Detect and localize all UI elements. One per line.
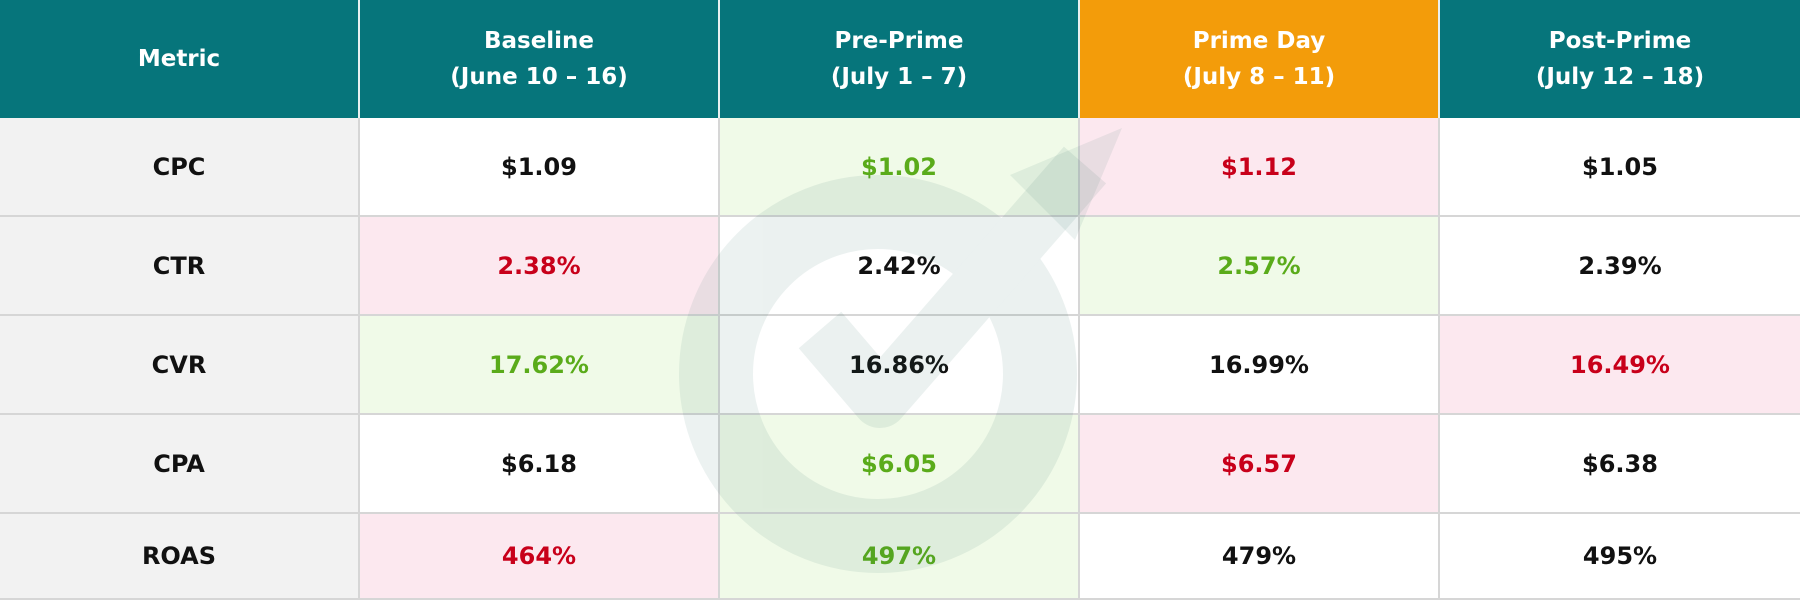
value-cell: $6.18 (360, 415, 720, 514)
value-cell: 16.99% (1080, 316, 1440, 415)
metric-cell: CPA (0, 415, 360, 514)
value-cell: 17.62% (360, 316, 720, 415)
value-cell: 2.38% (360, 217, 720, 316)
value-cell: 497% (720, 514, 1080, 600)
value-cell: $1.09 (360, 118, 720, 217)
metric-cell: CTR (0, 217, 360, 316)
header-cell: Metric (0, 0, 360, 118)
value-cell: 2.39% (1440, 217, 1800, 316)
value-cell: $6.38 (1440, 415, 1800, 514)
header-title: Baseline (483, 28, 595, 54)
header-cell: Pre-Prime (July 1 – 7) (720, 0, 1080, 118)
metric-cell: CPC (0, 118, 360, 217)
value-cell: $6.57 (1080, 415, 1440, 514)
metric-cell: ROAS (0, 514, 360, 600)
value-cell: $1.05 (1440, 118, 1800, 217)
header-title: Pre-Prime (834, 28, 964, 54)
value-cell: 479% (1080, 514, 1440, 600)
value-cell: $1.02 (720, 118, 1080, 217)
header-title: Metric (137, 46, 221, 72)
value-cell: 495% (1440, 514, 1800, 600)
header-title: Prime Day (1192, 28, 1326, 54)
value-cell: 464% (360, 514, 720, 600)
header-dates: (July 12 – 18) (1535, 64, 1705, 90)
value-cell: 2.42% (720, 217, 1080, 316)
value-cell: $6.05 (720, 415, 1080, 514)
value-cell: $1.12 (1080, 118, 1440, 217)
header-dates: (June 10 – 16) (450, 64, 628, 90)
value-cell: 2.57% (1080, 217, 1440, 316)
value-cell: 16.49% (1440, 316, 1800, 415)
header-dates: (July 1 – 7) (830, 64, 968, 90)
value-cell: 16.86% (720, 316, 1080, 415)
header-cell: Baseline (June 10 – 16) (360, 0, 720, 118)
header-title: Post-Prime (1548, 28, 1692, 54)
header-cell: Post-Prime (July 12 – 18) (1440, 0, 1800, 118)
metric-cell: CVR (0, 316, 360, 415)
header-dates: (July 8 – 11) (1182, 64, 1336, 90)
header-cell: Prime Day (July 8 – 11) (1080, 0, 1440, 118)
